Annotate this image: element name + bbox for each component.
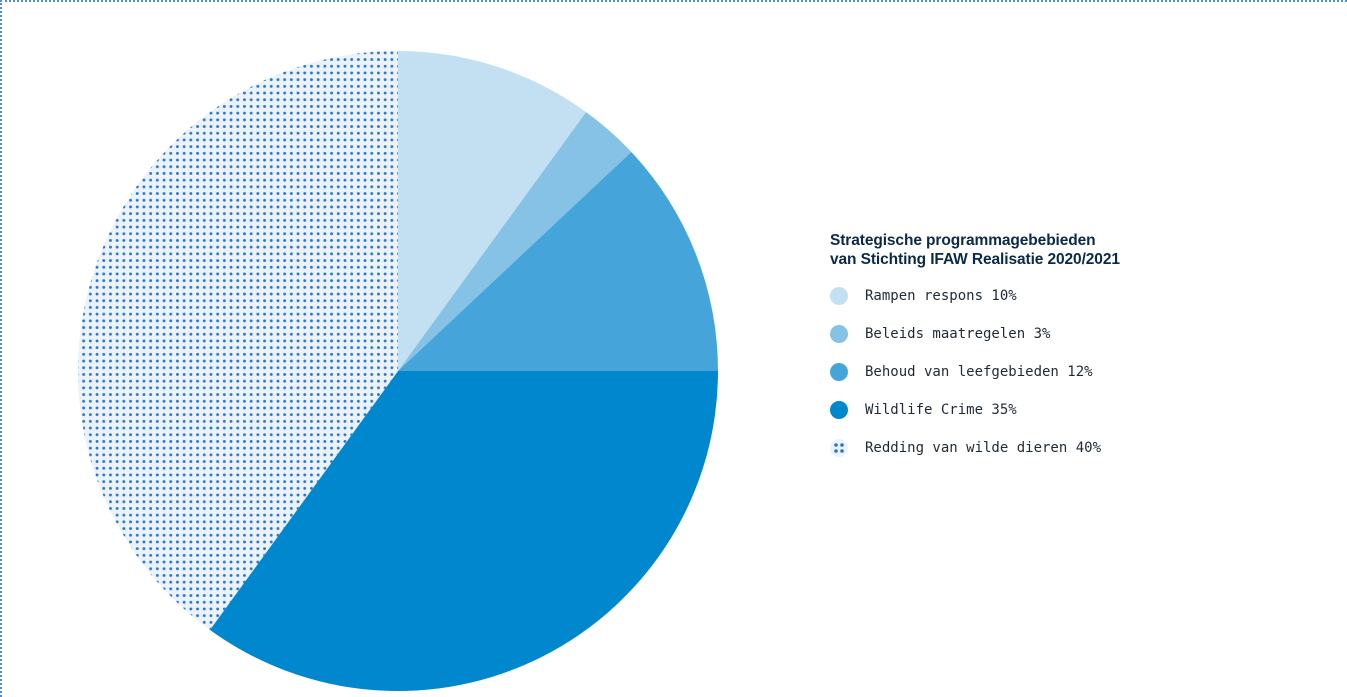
legend-title-line-1: Strategische programmagebebieden [830, 232, 1096, 249]
legend-item-wildlife-crime: Wildlife Crime 35% [830, 400, 1260, 420]
legend-item-rampen-respons: Rampen respons 10% [830, 286, 1260, 306]
legend-item-beleids-maatregelen: Beleids maatregelen 3% [830, 324, 1260, 344]
legend-title: Strategische programmagebebieden van Sti… [830, 231, 1260, 269]
legend-label: Rampen respons 10% [865, 288, 1017, 304]
pie-slice-4 [77, 51, 398, 630]
legend-label: Redding van wilde dieren 40% [865, 440, 1102, 456]
pie-slice-0 [398, 51, 587, 371]
legend-label: Wildlife Crime 35% [865, 402, 1017, 418]
legend-list: Rampen respons 10% Beleids maatregelen 3… [830, 286, 1260, 458]
legend-swatch-rampen-respons [830, 287, 848, 305]
legend-title-line-2: van Stichting IFAW Realisatie 2020/2021 [830, 251, 1120, 268]
legend-swatch-wildlife-crime [830, 401, 848, 419]
legend-swatch-beleids-maatregelen [830, 325, 848, 343]
pie-slice-1 [398, 112, 632, 372]
legend-item-behoud-van-leefgebieden: Behoud van leefgebieden 12% [830, 362, 1260, 382]
pie-slice-3 [209, 371, 718, 692]
legend-swatch-behoud-van-leefgebieden [830, 363, 848, 381]
legend: Strategische programmagebebieden van Sti… [830, 231, 1260, 476]
legend-swatch-redding-van-wilde-dieren [830, 439, 848, 457]
pie-chart [77, 51, 718, 692]
legend-label: Behoud van leefgebieden 12% [865, 364, 1093, 380]
legend-item-redding-van-wilde-dieren: Redding van wilde dieren 40% [830, 438, 1260, 458]
legend-label: Beleids maatregelen 3% [865, 326, 1051, 342]
pie-slice-2 [398, 151, 718, 371]
